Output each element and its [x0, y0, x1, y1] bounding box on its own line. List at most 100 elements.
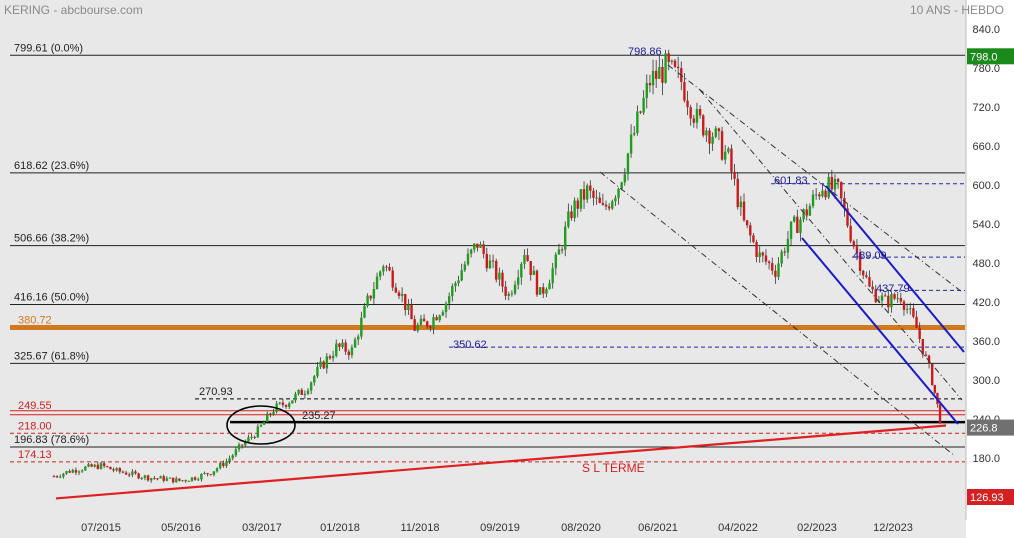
candle-body: [350, 347, 354, 356]
y-tick-label: 300.0: [972, 375, 1000, 387]
candle-body: [65, 471, 68, 474]
candle-body: [485, 253, 489, 269]
level-label: 235.27: [302, 410, 336, 422]
x-tick-label: 11/2018: [401, 522, 440, 534]
candle-body: [215, 468, 219, 472]
candle-body: [168, 477, 172, 479]
candle-body: [938, 404, 942, 424]
candle-body: [388, 266, 391, 271]
candle-body: [68, 471, 71, 473]
candle-body: [639, 111, 642, 113]
candle-body: [789, 221, 793, 239]
candle-body: [253, 436, 256, 438]
candle-body: [933, 385, 937, 393]
x-tick-label: 06/2021: [638, 522, 678, 534]
fib-level-label: 416.16 (50.0%): [14, 291, 89, 303]
candle-body: [664, 53, 667, 83]
y-tick-label: 720.0: [972, 102, 1000, 114]
plot-area: [0, 0, 966, 538]
price-badge: [967, 48, 1014, 65]
breakout-circle: [226, 405, 296, 445]
candle-body: [84, 466, 87, 471]
candle-body: [124, 472, 128, 475]
candle-body: [667, 53, 670, 62]
annotation-label: 798.86: [628, 46, 662, 58]
candle-body: [567, 211, 570, 227]
fib-level-label: 196.83 (78.6%): [14, 434, 89, 446]
candle-body: [181, 480, 184, 482]
candle-body: [262, 421, 266, 425]
candle-body: [855, 246, 859, 253]
candle-body: [629, 134, 633, 154]
candle-body: [827, 176, 830, 198]
candle-body: [821, 190, 824, 197]
candle-body: [576, 200, 579, 209]
candle-body: [55, 476, 59, 478]
candle-body: [727, 148, 730, 152]
candle-body: [824, 190, 827, 198]
candle-body: [143, 475, 147, 478]
candle-body: [887, 295, 890, 308]
fib-level-label: 799.61 (0.0%): [14, 42, 83, 54]
candle-body: [234, 449, 238, 456]
candle-body: [560, 249, 564, 251]
candle-body: [303, 393, 307, 395]
candle-body: [589, 185, 592, 191]
y-tick-label: 360.0: [972, 336, 1000, 348]
candle-body: [758, 252, 761, 258]
candle-body: [874, 289, 877, 303]
header-source: KERING - abcbourse.com: [4, 3, 143, 17]
candle-body: [570, 211, 573, 219]
candle-body: [294, 393, 297, 401]
candle-body: [338, 343, 341, 347]
candle-body: [316, 366, 319, 377]
candle-body: [523, 255, 526, 264]
candle-body: [256, 426, 260, 438]
candle-body: [269, 413, 272, 415]
candle-body: [736, 178, 739, 208]
x-tick-label: 05/2016: [161, 522, 201, 534]
candle-body: [642, 97, 645, 113]
candle-body: [654, 70, 658, 79]
candle-body: [407, 304, 410, 310]
candle-body: [432, 317, 435, 329]
candle-body: [730, 148, 733, 172]
candle-body: [871, 286, 874, 290]
candle-body: [689, 107, 692, 119]
candle-body: [749, 225, 752, 236]
candle-body: [708, 130, 711, 144]
candle-body: [849, 225, 852, 242]
x-tick-label: 03/2017: [242, 522, 282, 534]
candle-body: [883, 295, 887, 297]
candle-body: [218, 463, 222, 469]
candle-body: [369, 295, 372, 299]
candle-body: [633, 132, 636, 135]
candle-body: [510, 293, 514, 295]
candle-body: [843, 198, 846, 209]
candle-body: [353, 339, 357, 348]
candle-body: [836, 178, 840, 182]
y-tick-label: 180.0: [972, 453, 1000, 465]
candle-body: [206, 473, 209, 475]
candle-body: [93, 464, 96, 467]
price-badge-label: 226.8: [970, 423, 998, 435]
candle-body: [156, 478, 159, 480]
candle-body: [313, 376, 316, 383]
candle-body: [614, 197, 617, 202]
candle-body: [341, 342, 344, 347]
candle-body: [281, 402, 285, 406]
candle-body: [601, 202, 605, 205]
candle-body: [378, 271, 382, 277]
candle-body: [457, 280, 460, 284]
candle-body: [582, 189, 586, 200]
candle-body: [357, 336, 360, 340]
candle-body: [272, 411, 275, 415]
candle-body: [686, 100, 689, 108]
candle-body: [604, 204, 608, 207]
candle-body: [404, 293, 407, 310]
candle-body: [764, 255, 768, 262]
candle-body: [422, 318, 426, 322]
candle-body: [626, 153, 630, 175]
candle-body: [225, 461, 228, 467]
